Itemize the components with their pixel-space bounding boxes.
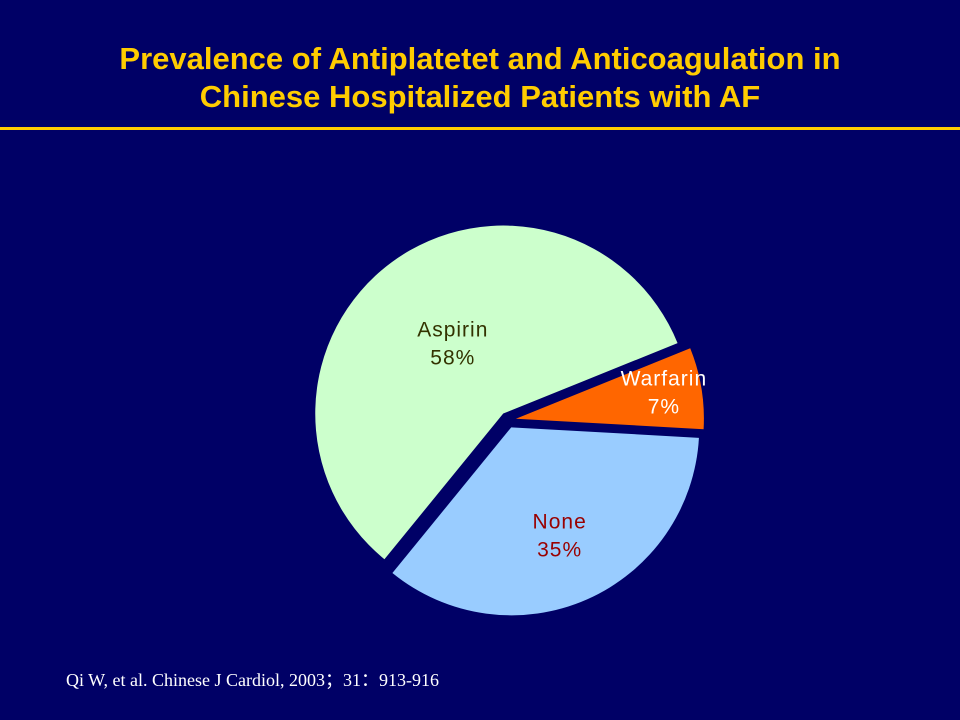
- slice-label: Aspirin: [417, 319, 488, 342]
- slice-label: Warfarin: [621, 368, 708, 391]
- slice-label: None: [533, 511, 587, 534]
- value-label: 58%: [430, 347, 475, 370]
- value-label: 35%: [537, 539, 582, 562]
- pie-slice: [392, 427, 699, 616]
- title-rule: [0, 127, 960, 130]
- value-label: 7%: [648, 396, 680, 419]
- chart-title: Prevalence of Antiplatetet and Anticoagu…: [119, 41, 841, 114]
- pie-slice: [515, 348, 704, 430]
- source-note: Qi W, et al. Chinese J Cardiol, 2003；31：…: [66, 670, 439, 690]
- pie-slice: [315, 225, 678, 560]
